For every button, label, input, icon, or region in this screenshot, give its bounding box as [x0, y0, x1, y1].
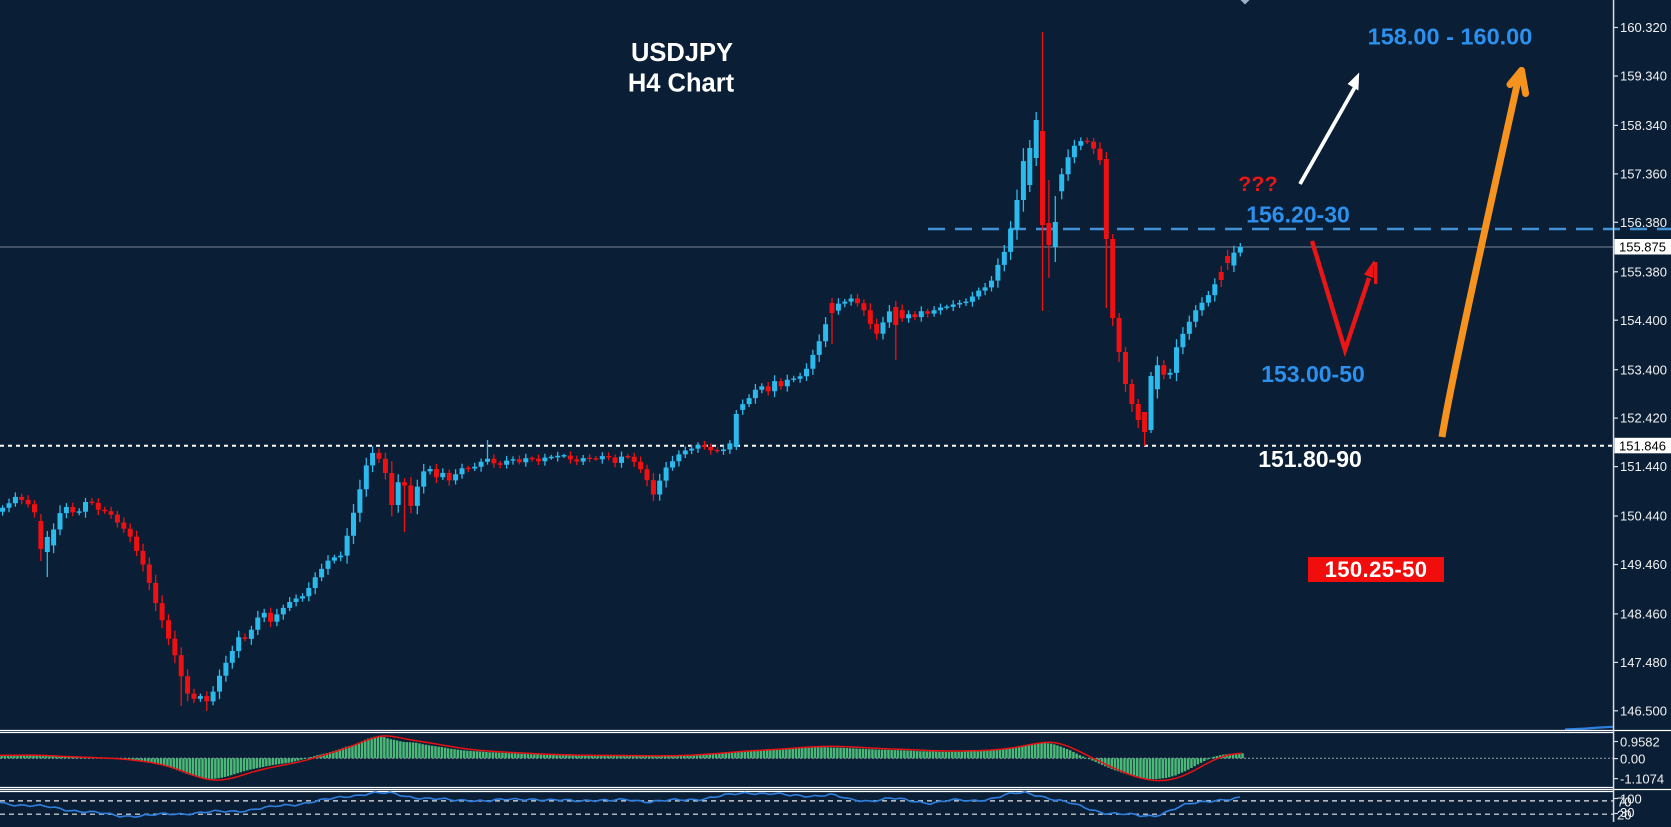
svg-text:156.20-30: 156.20-30: [1246, 202, 1350, 228]
svg-text:155.380: 155.380: [1620, 264, 1667, 279]
svg-text:USDJPY: USDJPY: [631, 39, 733, 67]
svg-text:158.00 - 160.00: 158.00 - 160.00: [1368, 24, 1533, 50]
svg-text:0.9582: 0.9582: [1620, 735, 1660, 750]
svg-text:156.380: 156.380: [1620, 215, 1667, 230]
svg-text:150.440: 150.440: [1620, 509, 1667, 524]
svg-text:152.420: 152.420: [1620, 411, 1667, 426]
svg-text:160.320: 160.320: [1620, 20, 1667, 35]
svg-text:158.340: 158.340: [1620, 118, 1667, 133]
svg-text:153.400: 153.400: [1620, 362, 1667, 377]
svg-text:20: 20: [1617, 808, 1631, 823]
svg-text:154.400: 154.400: [1620, 313, 1667, 328]
svg-text:150.25-50: 150.25-50: [1325, 557, 1428, 582]
svg-text:-1.1074: -1.1074: [1620, 772, 1664, 787]
svg-text:151.80-90: 151.80-90: [1258, 446, 1362, 472]
svg-text:159.340: 159.340: [1620, 69, 1667, 84]
svg-text:151.440: 151.440: [1620, 459, 1667, 474]
svg-text:146.500: 146.500: [1620, 703, 1667, 718]
svg-text:148.460: 148.460: [1620, 607, 1667, 622]
svg-text:151.846: 151.846: [1619, 438, 1666, 453]
svg-text:149.460: 149.460: [1620, 557, 1667, 572]
svg-text:0.00: 0.00: [1620, 752, 1645, 767]
svg-text:155.875: 155.875: [1619, 240, 1666, 255]
svg-text:147.480: 147.480: [1620, 655, 1667, 670]
svg-text:153.00-50: 153.00-50: [1261, 361, 1365, 387]
svg-text:157.360: 157.360: [1620, 167, 1667, 182]
svg-text:???: ???: [1238, 172, 1277, 196]
svg-text:H4 Chart: H4 Chart: [628, 70, 735, 98]
